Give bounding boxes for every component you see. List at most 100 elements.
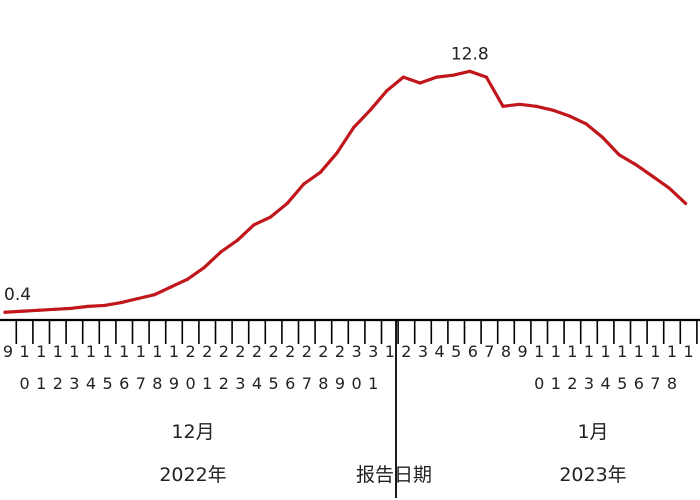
x-tick-label: 2	[219, 374, 229, 393]
data-point	[219, 250, 223, 254]
x-tick-label: 2	[401, 342, 411, 361]
data-point	[601, 135, 605, 139]
x-tick-label: 0	[534, 374, 544, 393]
x-tick-label: 2	[335, 342, 345, 361]
x-tick-label: 3	[352, 342, 362, 361]
x-tick-label: 9	[518, 342, 528, 361]
data-point	[567, 114, 572, 118]
x-tick-label: 2	[186, 342, 196, 361]
data-labels: 0.4 12.8	[4, 44, 489, 305]
x-axis-title: 报告日期	[356, 464, 432, 486]
x-tick-label: 1	[119, 342, 129, 361]
x-tick-label: 8	[501, 342, 511, 361]
x-tick-label: 6	[634, 374, 644, 393]
x-tick-label: 1	[534, 342, 544, 361]
x-tick-label: 4	[252, 374, 262, 393]
x-tick-label: 6	[119, 374, 129, 393]
data-point	[86, 304, 90, 308]
data-point	[385, 89, 389, 93]
data-point	[169, 285, 173, 289]
data-point	[501, 104, 505, 108]
x-tick-label: 1	[617, 342, 627, 361]
data-point	[186, 277, 190, 281]
x-tick-label: 7	[302, 374, 312, 393]
x-tick-label: 3	[69, 374, 79, 393]
data-point	[269, 215, 273, 219]
x-tick-label: 2	[302, 342, 312, 361]
data-point	[551, 108, 555, 112]
x-tick-label: 1	[368, 374, 378, 393]
data-label: 12.8	[451, 44, 489, 64]
x-tick-label: 1	[551, 342, 561, 361]
data-point	[634, 162, 638, 167]
data-point	[518, 102, 522, 106]
x-tick-label: 1	[650, 342, 660, 361]
data-point	[36, 308, 40, 312]
data-point	[152, 293, 156, 297]
x-tick-label: 3	[584, 374, 594, 393]
x-tick-label: 1	[202, 374, 212, 393]
data-point	[650, 174, 655, 178]
x-tick-label: 2	[269, 342, 279, 361]
x-tick-label: 9	[335, 374, 345, 393]
x-tick-label: 9	[3, 342, 13, 361]
year-label-2023: 2023年	[559, 464, 626, 486]
data-label: 0.4	[4, 285, 31, 305]
x-tick-label: 2	[235, 342, 245, 361]
month-label-december: 12月	[171, 421, 214, 443]
x-tick-label: 1	[53, 342, 63, 361]
x-tick-label: 8	[152, 374, 162, 393]
x-tick-label: 1	[684, 342, 694, 361]
data-point	[484, 75, 488, 79]
series-line	[3, 69, 688, 314]
x-tick-label: 6	[468, 342, 478, 361]
x-tick-label: 0	[20, 374, 30, 393]
x-tick-label: 1	[69, 342, 79, 361]
x-tick-label: 6	[285, 374, 295, 393]
data-point	[318, 170, 322, 174]
data-point	[103, 303, 107, 308]
x-axis: 9 101112131415161718192021222324252627282…	[0, 318, 700, 498]
month-label-january: 1月	[577, 421, 608, 443]
data-point	[252, 223, 256, 227]
x-tick-label: 1	[86, 342, 96, 361]
x-tick-label: 1	[136, 342, 146, 361]
x-tick-label: 1	[667, 342, 677, 361]
x-tick-label: 7	[484, 342, 494, 361]
data-point	[401, 75, 405, 79]
x-tick-label: 7	[136, 374, 146, 393]
x-tick-label: 1	[103, 342, 113, 361]
x-tick-label: 8	[667, 374, 677, 393]
data-point	[368, 108, 372, 112]
x-tick-label: 2	[567, 374, 577, 393]
x-tick-label: 2	[53, 374, 63, 393]
x-tick-label: 4	[435, 342, 445, 361]
x-tick-label: 2	[285, 342, 295, 361]
x-tick-label: 3	[235, 374, 245, 393]
x-tick-label: 9	[169, 374, 179, 393]
x-tick-label: 1	[584, 342, 594, 361]
x-tick-label: 1	[385, 342, 395, 361]
data-point	[335, 151, 339, 155]
data-point	[3, 310, 7, 314]
x-tick-label: 1	[551, 374, 561, 393]
x-tick-label: 2	[219, 342, 229, 361]
year-label-2022: 2022年	[159, 464, 226, 486]
x-tick-label: 1	[567, 342, 577, 361]
x-tick-label: 0	[186, 374, 196, 393]
x-tick-label: 7	[650, 374, 660, 393]
x-tick-label: 1	[169, 342, 179, 361]
data-point	[53, 307, 57, 311]
x-tick-label: 1	[152, 342, 162, 361]
x-tick-label: 2	[202, 342, 212, 361]
x-tick-label: 1	[634, 342, 644, 361]
x-tick-label: 4	[601, 374, 611, 393]
x-tick-label: 5	[617, 374, 627, 393]
x-tick-label: 3	[368, 342, 378, 361]
x-tick-label: 1	[20, 342, 30, 361]
data-point	[119, 300, 123, 305]
x-tick-label: 1	[601, 342, 611, 361]
data-point	[667, 186, 671, 190]
data-point	[285, 201, 289, 206]
